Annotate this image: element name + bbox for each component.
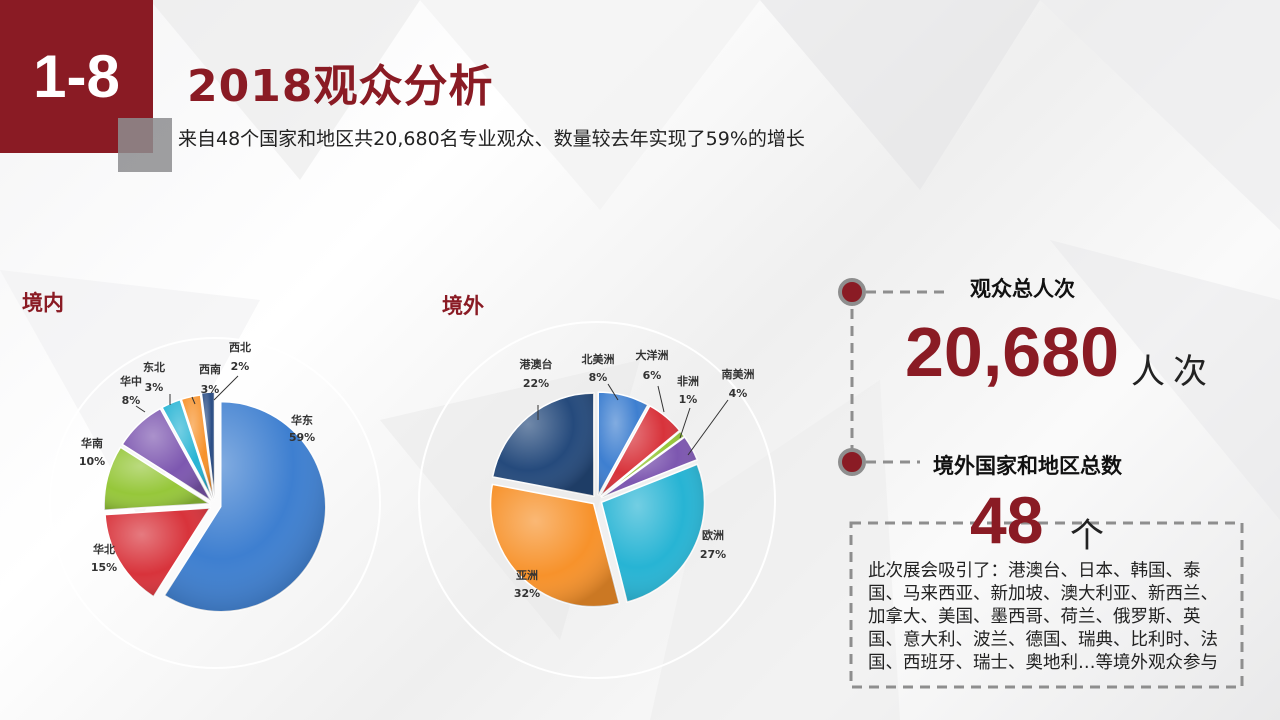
slice-value-label: 8%	[589, 371, 608, 384]
pie-slice-shade	[181, 394, 214, 500]
pie-slice-shade	[492, 393, 594, 497]
pie-slice-shade	[600, 405, 680, 497]
total-visitors-unit: 人次	[1131, 352, 1215, 392]
leader-line	[657, 385, 665, 413]
pie-slice-shade	[601, 437, 698, 498]
slice-value-label: 2%	[231, 360, 250, 373]
pie-slice-shade	[201, 392, 215, 498]
pie-slice-shade	[164, 401, 326, 612]
leader-line	[687, 399, 729, 456]
countries-value: 48	[970, 483, 1044, 557]
pie-charts: 华东 59% 华北 15% 华南 10% 华中 8% 东北 3% 西南 3% 西北 2% 北美洲 8% 大洋洲…	[49, 321, 776, 679]
slice-label: 大洋洲	[636, 348, 669, 362]
domestic-ring	[49, 337, 381, 669]
slice-label: 非洲	[677, 374, 699, 388]
slice-value-label: 6%	[643, 369, 662, 382]
leader-line	[213, 375, 239, 401]
slice-label: 华中	[120, 374, 142, 388]
slice-label: 北美洲	[582, 352, 615, 366]
slice-label: 西南	[199, 362, 221, 376]
pie-slice-shade	[105, 508, 210, 597]
slice-label: 西北	[229, 340, 251, 354]
slice-label: 南美洲	[722, 367, 755, 381]
overseas-ring	[418, 321, 776, 679]
leader-line	[607, 383, 619, 401]
slice-value-label: 15%	[91, 561, 117, 574]
slice-value-label: 4%	[729, 387, 748, 400]
pie-slice-shade	[490, 484, 620, 607]
slice-value-label: 8%	[122, 394, 141, 407]
leader-line	[135, 405, 146, 413]
pie-slice-shade	[122, 408, 211, 501]
total-visitors-value: 20,680	[905, 313, 1120, 391]
leader-line	[191, 396, 196, 405]
slice-value-label: 59%	[289, 431, 315, 444]
slice-label: 港澳台	[520, 357, 553, 371]
domestic-pie: 华东 59% 华北 15% 华南 10% 华中 8% 东北 3% 西南 3% 西北 2%	[79, 340, 327, 613]
slice-label: 华南	[81, 436, 103, 450]
leader-line	[679, 407, 691, 439]
slice-label: 欧洲	[702, 528, 724, 542]
slice-label: 亚洲	[516, 569, 538, 582]
domestic-chart-title: 境内	[22, 291, 64, 315]
page-subtitle: 来自48个国家和地区共20,680名专业观众、数量较去年实现了59%的增长	[178, 128, 805, 150]
pie-slice-shade	[600, 431, 685, 497]
slice-label: 华北	[93, 542, 115, 556]
pie-slice-shade	[104, 447, 210, 511]
total-visitors-heading: 观众总人次	[970, 277, 1075, 301]
slice-value-label: 3%	[201, 383, 220, 396]
pie-slice-shade	[598, 392, 648, 496]
countries-unit: 个	[1070, 516, 1112, 556]
slice-value-label: 1%	[679, 393, 698, 406]
slice-value-label: 27%	[700, 548, 726, 561]
slice-value-label: 3%	[145, 381, 164, 394]
pie-slice-shade	[601, 464, 705, 603]
slice-label: 东北	[143, 360, 165, 374]
overseas-chart-title: 境外	[442, 294, 484, 318]
countries-heading: 境外国家和地区总数	[933, 454, 1122, 478]
slice-value-label: 10%	[79, 455, 105, 468]
slice-label: 华东	[291, 413, 313, 427]
slice-value-label: 22%	[523, 377, 549, 390]
slice-value-label: 32%	[514, 587, 540, 600]
pie-slice-shade	[162, 399, 213, 500]
overseas-pie: 北美洲 8% 大洋洲 6% 非洲 1% 南美洲 4% 欧洲 27% 亚洲 32% 港澳台 22%	[489, 348, 755, 608]
decorative-square	[118, 118, 172, 172]
page-title: 2018观众分析	[187, 61, 494, 112]
countries-description: 此次展会吸引了：港澳台、日本、韩国、泰国、马来西亚、新加坡、澳大利亚、新西兰、加…	[868, 561, 1218, 673]
